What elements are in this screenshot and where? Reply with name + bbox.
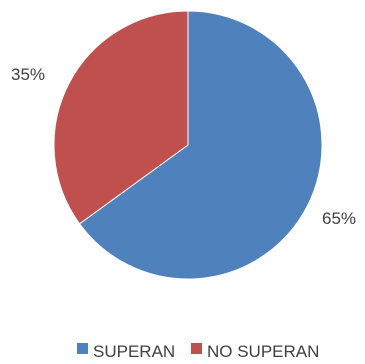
legend: SUPERAN NO SUPERAN xyxy=(77,342,319,361)
legend-label-no-superan: NO SUPERAN xyxy=(207,342,319,361)
legend-label-superan: SUPERAN xyxy=(93,342,175,361)
pie-slice-superan xyxy=(78,10,323,280)
legend-swatch-no-superan xyxy=(191,343,202,354)
legend-swatch-superan xyxy=(77,343,88,354)
data-label-no-superan: 35% xyxy=(11,65,45,84)
data-labels: 65% 35% xyxy=(11,65,356,228)
data-label-superan: 65% xyxy=(322,209,356,228)
pie-slice-no-superan xyxy=(53,10,189,225)
pie-slices xyxy=(53,10,323,280)
